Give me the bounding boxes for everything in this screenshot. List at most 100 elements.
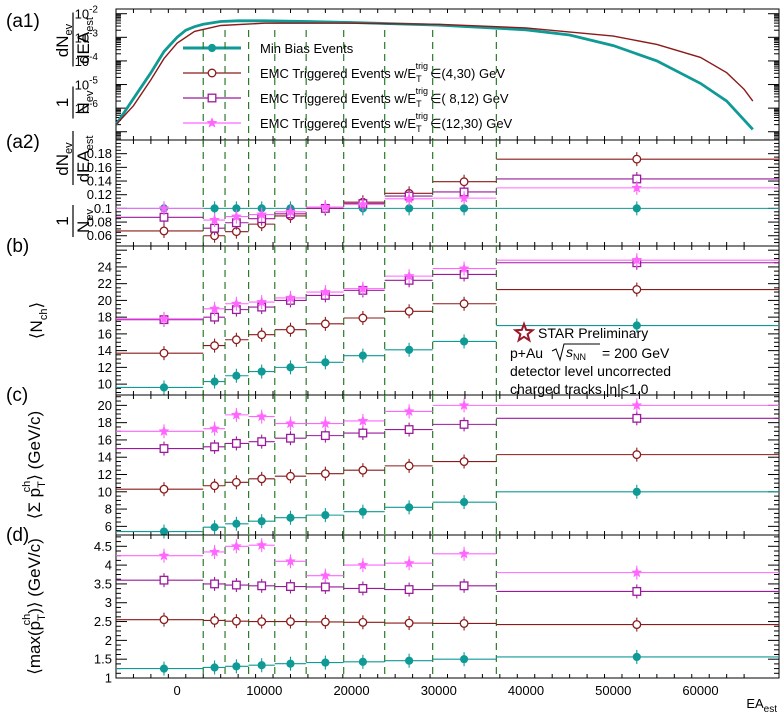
- data-point: [631, 399, 643, 411]
- data-point: [159, 348, 169, 358]
- data-point: [319, 417, 331, 429]
- data-point: [284, 417, 297, 429]
- y-tick-label: 10-4: [75, 52, 99, 69]
- ylabel-denominator: dEAest: [74, 17, 96, 64]
- y-tick-label: 14: [98, 450, 112, 465]
- data-point: [159, 444, 169, 454]
- data-point: [286, 471, 295, 481]
- panel-frame: [115, 394, 780, 536]
- series-3: [116, 538, 779, 583]
- data-point: [632, 204, 641, 213]
- data-point: [319, 286, 331, 297]
- y-tick-label: 8: [105, 502, 112, 517]
- y-tick-label: 24: [98, 259, 112, 274]
- data-point: [159, 527, 169, 536]
- panel-d: (d) 1 1.5 2 2.5 3 3.5 4 4.5 ⟨max(pTch)⟩ (GeV/c): [6, 525, 780, 686]
- series-1: [116, 612, 779, 632]
- data-point: [257, 474, 267, 484]
- data-point: [208, 422, 221, 434]
- data-point: [632, 154, 642, 164]
- distribution-1: [115, 22, 754, 126]
- y-axis-title: ⟨Nch⟩: [27, 302, 50, 339]
- sqrt-sign: [551, 343, 600, 362]
- data-point: [210, 341, 220, 351]
- y-tick-label: 14: [98, 343, 112, 358]
- y-tick-label: 20: [98, 398, 112, 413]
- data-point: [358, 428, 368, 438]
- y-tick-label: 3: [105, 595, 112, 610]
- y-tick-label: 10-5: [75, 76, 99, 93]
- data-point: [358, 351, 367, 360]
- panel-label: (c): [6, 385, 28, 406]
- legend-marker-2: [207, 93, 217, 103]
- data-point: [403, 192, 415, 204]
- panel-c: (c) 6 8 10 12 14 16 18 20 ⟨Σ pTch⟩ (GeV/c): [6, 385, 780, 539]
- ylabel-denominator: dEAest: [74, 136, 96, 183]
- annotation: STAR Preliminary p+Au sNN = 200 GeV detecto…: [510, 321, 671, 397]
- series-2: [116, 573, 779, 599]
- data-point: [286, 363, 295, 372]
- data-point: [321, 511, 330, 520]
- series-0: [116, 649, 779, 676]
- distribution-0: [114, 19, 754, 131]
- data-point: [632, 620, 642, 630]
- y-tick-label: 10: [98, 484, 112, 499]
- ylabel-pre-denominator: Nev: [74, 90, 96, 114]
- series-3: [116, 253, 779, 326]
- data-point: [458, 547, 470, 559]
- data-point: [632, 586, 642, 596]
- data-point: [404, 461, 414, 471]
- annotation-sqrt: sNN: [566, 344, 586, 362]
- data-point: [632, 487, 641, 496]
- y-tick-label: 16: [98, 432, 112, 447]
- data-point: [230, 297, 242, 309]
- legend-label-2: EMC Triggered Events w/ETtrig ∈( 8,12) Ge…: [260, 86, 509, 109]
- panel-label: (b): [6, 236, 29, 257]
- data-point: [358, 313, 368, 323]
- data-point: [210, 523, 219, 532]
- data-point: [159, 226, 169, 236]
- series-0: [116, 484, 779, 539]
- ylabel-text: ⟨Σ pTch⟩ (GeV/c): [21, 411, 48, 519]
- x-axis: 0 10000 20000 30000 40000 50000 60000 EAest: [173, 683, 777, 715]
- data-point: [230, 409, 242, 420]
- data-point: [320, 617, 330, 627]
- data-point: [208, 214, 221, 225]
- data-point: [459, 419, 469, 429]
- data-point: [403, 270, 415, 281]
- data-point: [284, 291, 297, 303]
- ylabel-numerator: dNev: [53, 142, 75, 176]
- data-point: [320, 319, 330, 329]
- annotation-preliminary: STAR Preliminary: [538, 325, 648, 341]
- legend-label-1: EMC Triggered Events w/ETtrig ∈(4,30) GeV: [260, 61, 505, 84]
- ylabel-text: ⟨Nch⟩: [27, 302, 50, 339]
- data-point: [158, 202, 170, 214]
- data-point: [286, 659, 295, 668]
- data-point: [159, 575, 169, 585]
- data-point: [286, 513, 295, 522]
- series-0: [116, 201, 779, 216]
- data-point: [632, 450, 642, 460]
- data-point: [210, 377, 219, 386]
- legend-marker-0: [207, 43, 217, 53]
- data-point: [405, 503, 414, 512]
- y-tick-label: 12: [98, 360, 112, 375]
- data-point: [458, 262, 470, 274]
- data-point: [286, 433, 295, 443]
- data-point: [232, 519, 241, 528]
- data-point: [286, 582, 295, 592]
- annotation-line4: charged tracks |η|<1.0: [510, 381, 649, 397]
- series-2: [116, 411, 779, 456]
- data-point: [458, 399, 470, 411]
- data-point: [158, 549, 170, 561]
- y-tick-label: 0.18: [87, 146, 112, 161]
- series-0: [116, 318, 779, 395]
- data-point: [319, 201, 331, 212]
- data-point: [403, 557, 415, 568]
- y-tick-label: 10-3: [75, 28, 99, 45]
- data-point: [459, 204, 469, 213]
- data-point: [459, 581, 469, 591]
- data-point: [284, 555, 297, 567]
